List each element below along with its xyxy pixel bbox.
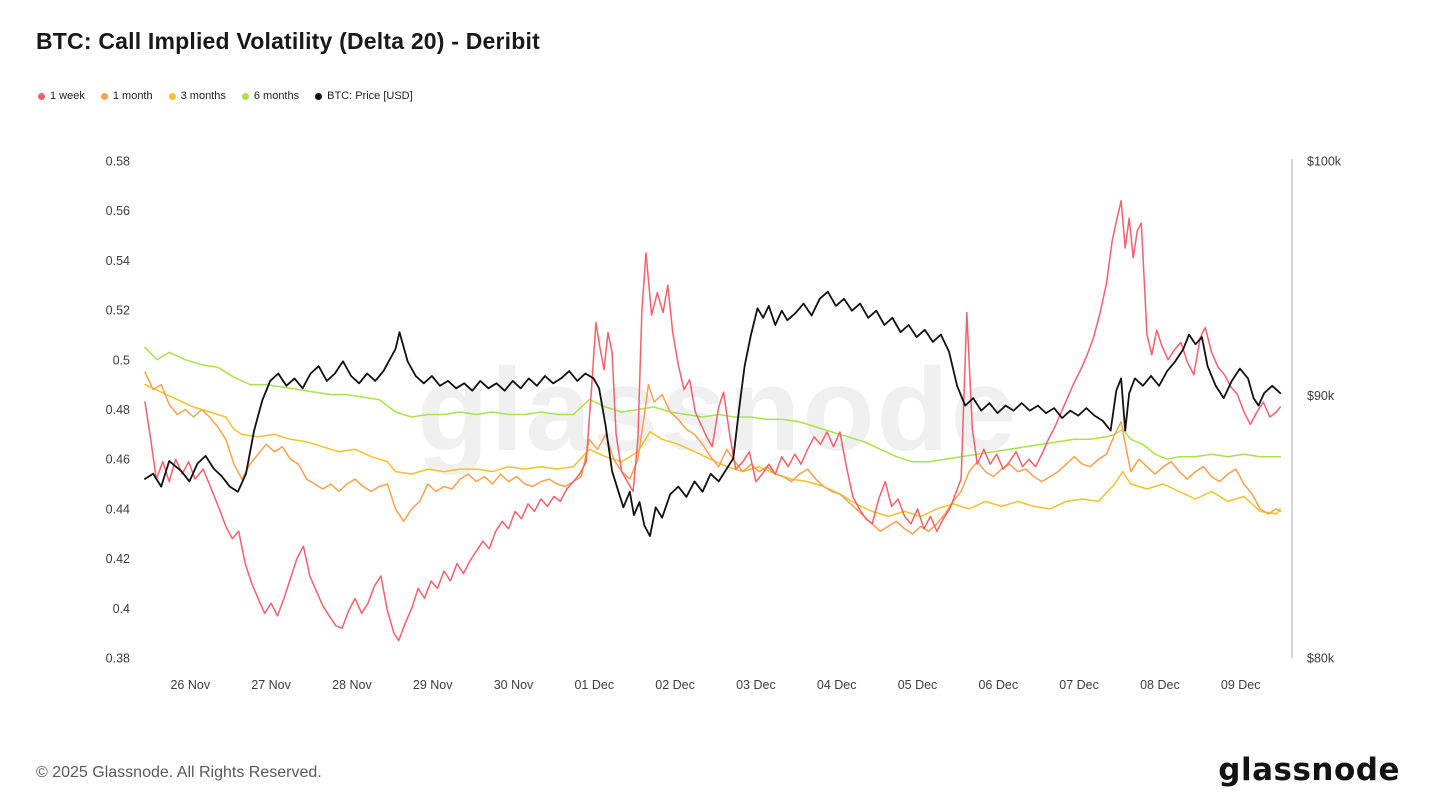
x-axis-tick-label: 02 Dec (655, 678, 695, 692)
legend-item-btc-price-usd[interactable]: BTC: Price [USD] (315, 90, 413, 102)
legend-item-3-months[interactable]: 3 months (168, 90, 226, 102)
right-axis-tick-label: $80k (1307, 652, 1335, 666)
left-axis-tick-label: 0.56 (106, 204, 130, 218)
legend-dot (168, 92, 176, 100)
x-axis-tick-label: 26 Nov (170, 678, 210, 692)
x-axis-tick-label: 28 Nov (332, 678, 372, 692)
left-axis-tick-label: 0.44 (106, 502, 130, 516)
left-axis-tick-label: 0.58 (106, 155, 130, 169)
series-line-btc-price-usd (144, 290, 1282, 537)
x-axis-tick-label: 03 Dec (736, 678, 776, 692)
x-axis-tick-label: 29 Nov (413, 678, 453, 692)
legend: 1 week 1 month 3 months 6 months BTC: Price … (38, 90, 413, 102)
legend-item-1-week[interactable]: 1 week (38, 90, 85, 102)
copyright-text: © 2025 Glassnode. All Rights Reserved. (36, 764, 322, 781)
series-line-6-months (144, 346, 1282, 463)
legend-label: 1 month (112, 90, 153, 102)
x-axis-tick-label: 07 Dec (1059, 678, 1099, 692)
series-line-1-month (144, 371, 1282, 535)
x-axis-tick-label: 30 Nov (494, 678, 534, 692)
x-axis-tick-label: 04 Dec (817, 678, 857, 692)
x-axis-tick-label: 05 Dec (898, 678, 938, 692)
left-axis-tick-label: 0.48 (106, 403, 130, 417)
legend-label: BTC: Price [USD] (327, 90, 413, 102)
left-axis-tick-label: 0.46 (106, 453, 130, 467)
legend-label: 1 week (50, 90, 85, 102)
x-axis-tick-label: 06 Dec (978, 678, 1018, 692)
legend-label: 3 months (180, 90, 226, 102)
left-axis-tick-label: 0.52 (106, 304, 130, 318)
series-line-1-week (144, 200, 1282, 642)
legend-item-1-month[interactable]: 1 month (100, 90, 153, 102)
series-line-3-months (144, 383, 1282, 518)
left-axis-tick-label: 0.38 (106, 652, 130, 666)
legend-item-6-months[interactable]: 6 months (241, 90, 300, 102)
legend-dot (241, 92, 249, 100)
legend-dot (38, 92, 45, 100)
legend-dot (315, 92, 323, 100)
x-axis-tick-label: 27 Nov (251, 678, 291, 692)
right-axis-tick-label: $90k (1307, 389, 1335, 403)
left-axis-tick-label: 0.54 (106, 254, 130, 268)
glassnode-logo[interactable]: glassnode (1218, 752, 1400, 788)
x-axis-tick-label: 01 Dec (574, 678, 614, 692)
legend-dot (100, 92, 108, 100)
x-axis-tick-label: 08 Dec (1140, 678, 1180, 692)
left-axis-tick-label: 0.5 (113, 353, 130, 367)
chart-title: BTC: Call Implied Volatility (Delta 20) … (36, 28, 540, 54)
left-axis-tick-label: 0.4 (113, 602, 130, 616)
x-axis-tick-label: 09 Dec (1221, 678, 1261, 692)
right-axis-tick-label: $100k (1307, 155, 1342, 169)
legend-label: 6 months (253, 90, 300, 102)
left-axis-tick-label: 0.42 (106, 552, 130, 566)
